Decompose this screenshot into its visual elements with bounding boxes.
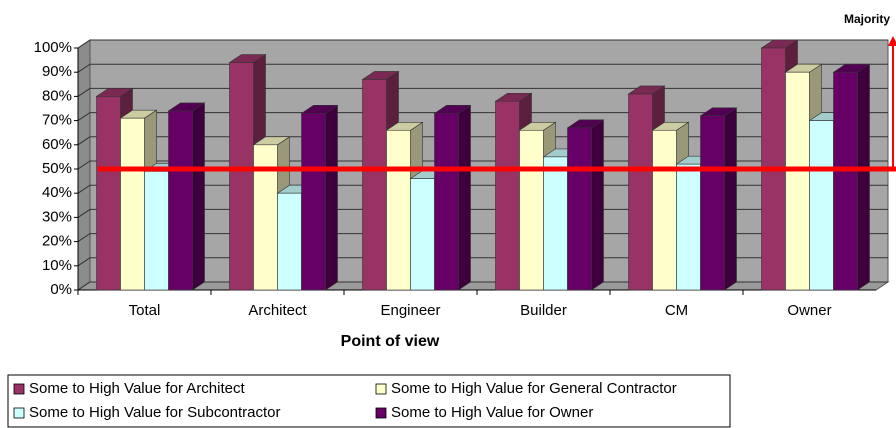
y-tick-label: 0% <box>50 281 72 298</box>
bar-side <box>325 104 338 291</box>
legend-swatch <box>13 383 25 395</box>
grid-line <box>77 281 888 291</box>
y-tick-label: 50% <box>42 160 72 177</box>
x-tick-label: Engineer <box>380 302 440 319</box>
bar <box>96 96 121 291</box>
x-tick-label: CM <box>665 302 688 319</box>
bar <box>700 115 725 291</box>
legend-swatch <box>375 383 387 395</box>
bar <box>301 113 326 291</box>
bar <box>120 117 145 291</box>
y-tick-label: 100% <box>34 39 72 56</box>
bar <box>652 129 677 291</box>
grid-line <box>77 233 888 243</box>
bar <box>277 192 302 291</box>
y-tick-label: 60% <box>42 136 72 153</box>
legend-label: Some to High Value for Subcontractor <box>29 404 281 421</box>
x-axis-label: Point of view <box>341 333 440 350</box>
grid-line <box>77 87 888 97</box>
bar <box>495 100 520 291</box>
arrow-head <box>888 36 896 46</box>
bar-side <box>591 119 604 291</box>
bar <box>362 79 387 291</box>
x-tick-label: Architect <box>248 302 307 319</box>
y-tick-label: 40% <box>42 184 72 201</box>
x-tick-label: Builder <box>520 302 567 319</box>
bar-side <box>857 63 870 291</box>
y-tick-label: 90% <box>42 63 72 80</box>
legend-label: Some to High Value for Architect <box>29 380 245 397</box>
bar-side <box>192 102 205 291</box>
grid-line <box>77 257 888 267</box>
x-tick-label: Total <box>129 302 161 319</box>
grid-line <box>77 39 888 49</box>
legend-swatch <box>13 407 25 419</box>
bar <box>386 129 411 291</box>
annotation: Majority <box>844 12 890 26</box>
bar <box>410 178 435 291</box>
grid-line <box>77 160 888 170</box>
bar-side <box>458 104 471 291</box>
y-tick-label: 10% <box>42 257 72 274</box>
bar <box>144 171 169 291</box>
legend-label: Some to High Value for Owner <box>391 404 593 421</box>
bar <box>676 163 701 291</box>
bar <box>567 127 592 291</box>
y-tick-label: 30% <box>42 208 72 225</box>
bar <box>168 110 193 291</box>
y-tick-label: 20% <box>42 233 72 250</box>
bar <box>785 71 810 291</box>
grid-line <box>77 112 888 122</box>
legend-swatch <box>375 407 387 419</box>
legend-box <box>7 374 731 428</box>
bar <box>229 62 254 291</box>
bar <box>809 120 834 291</box>
legend-label: Some to High Value for General Contracto… <box>391 380 677 397</box>
y-tick-label: 70% <box>42 112 72 129</box>
grid-line <box>77 184 888 194</box>
bar <box>628 93 653 291</box>
grid-line <box>77 208 888 218</box>
y-tick-label: 80% <box>42 87 72 104</box>
x-tick-label: Owner <box>787 302 831 319</box>
bar <box>543 156 568 291</box>
bar <box>519 129 544 291</box>
grid-line <box>77 136 888 146</box>
grid-line <box>77 63 888 73</box>
bar-side <box>724 107 737 291</box>
bar <box>434 113 459 291</box>
bar <box>833 71 858 291</box>
